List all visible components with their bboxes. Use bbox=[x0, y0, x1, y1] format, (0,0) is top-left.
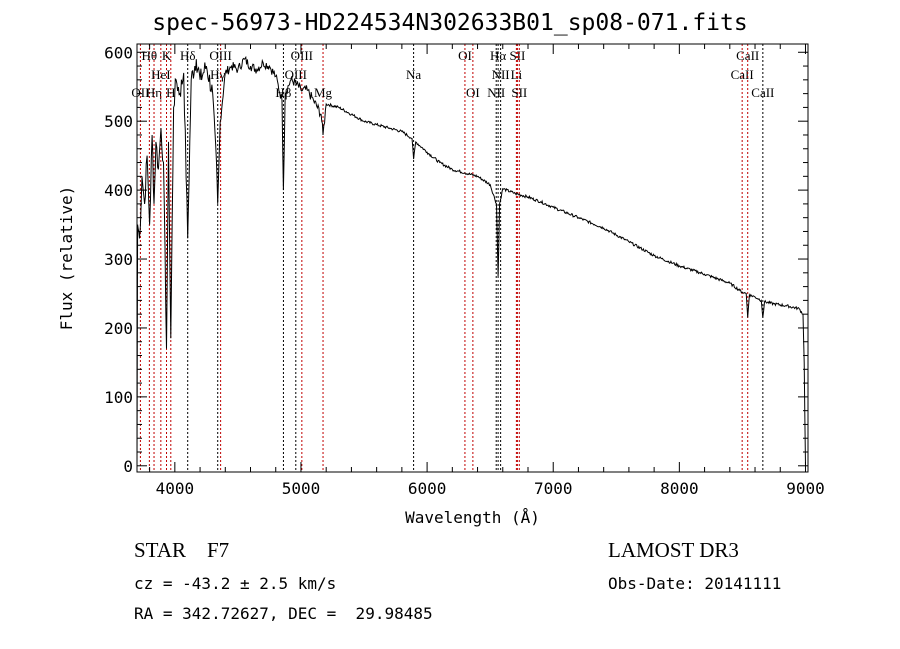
y-axis-label: Flux (relative) bbox=[57, 186, 76, 331]
line-label: NII bbox=[492, 67, 510, 82]
line-label: OI bbox=[458, 48, 472, 63]
line-label: SII bbox=[511, 85, 527, 100]
spectrum-line bbox=[136, 55, 806, 466]
chart-title: spec-56973-HD224534N302633B01_sp08-071.f… bbox=[152, 10, 748, 36]
line-label: CaII bbox=[736, 48, 759, 63]
object-class: STAR F7 bbox=[134, 538, 230, 562]
x-tick-label: 7000 bbox=[534, 479, 573, 498]
line-label: OIII bbox=[285, 67, 307, 82]
plot-frame bbox=[136, 43, 809, 473]
line-label: Hβ bbox=[275, 85, 291, 100]
y-tick-label: 0 bbox=[123, 457, 133, 476]
x-tick-label: 5000 bbox=[282, 479, 321, 498]
line-label: Hθ bbox=[142, 48, 158, 63]
line-label: OI bbox=[466, 85, 480, 100]
survey-name: LAMOST DR3 bbox=[608, 538, 739, 562]
line-label: H bbox=[166, 85, 175, 100]
y-tick-label: 300 bbox=[104, 250, 133, 269]
line-label: Hα bbox=[490, 48, 506, 63]
x-tick-label: 9000 bbox=[786, 479, 825, 498]
line-label: SII bbox=[509, 48, 525, 63]
x-tick-label: 6000 bbox=[408, 479, 447, 498]
y-tick-label: 500 bbox=[104, 112, 133, 131]
line-label: Hγ bbox=[210, 67, 225, 82]
redshift-readout: cz = -43.2 ± 2.5 km/s bbox=[134, 574, 337, 593]
coordinates-readout: RA = 342.72627, DEC = 29.98485 bbox=[134, 604, 433, 623]
line-label: NII bbox=[487, 85, 505, 100]
line-label: Hδ bbox=[180, 48, 196, 63]
line-label: OII bbox=[131, 85, 149, 100]
line-label: Na bbox=[406, 67, 421, 82]
y-tick-label: 100 bbox=[104, 388, 133, 407]
line-label: CaII bbox=[751, 85, 774, 100]
line-label: K bbox=[162, 48, 172, 63]
line-label: Hη bbox=[146, 85, 162, 100]
line-label: OIII bbox=[209, 48, 231, 63]
y-tick-label: 400 bbox=[104, 181, 133, 200]
line-label: HeI bbox=[151, 67, 171, 82]
line-label: Li bbox=[511, 67, 523, 82]
line-label: CaII bbox=[731, 67, 754, 82]
line-label: Mg bbox=[314, 85, 333, 100]
x-axis-label: Wavelength (Å) bbox=[405, 508, 540, 527]
obs-date: Obs-Date: 20141111 bbox=[608, 574, 782, 593]
x-tick-label: 8000 bbox=[660, 479, 699, 498]
y-tick-label: 200 bbox=[104, 319, 133, 338]
y-tick-label: 600 bbox=[104, 43, 133, 62]
x-tick-label: 4000 bbox=[156, 479, 195, 498]
line-label: OIII bbox=[291, 48, 313, 63]
